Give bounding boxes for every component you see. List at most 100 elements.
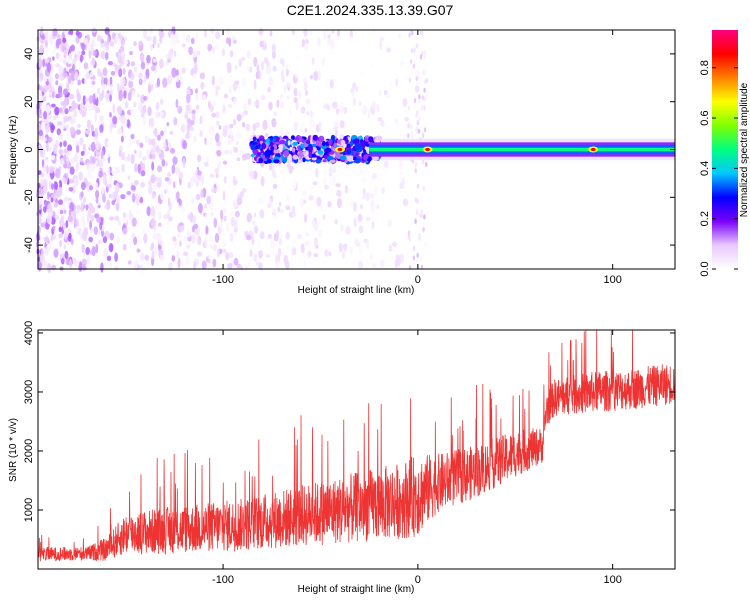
- noise-speck: [422, 226, 425, 232]
- noise-speck: [309, 110, 314, 119]
- noise-speck: [214, 168, 219, 174]
- noise-speck: [253, 56, 258, 67]
- noise-speck: [138, 72, 143, 79]
- noise-speck: [336, 189, 342, 197]
- noise-speck: [107, 36, 110, 45]
- noise-speck: [50, 124, 56, 131]
- noise-speck: [150, 65, 156, 72]
- noise-speck: [45, 173, 51, 183]
- noise-speck: [88, 95, 94, 104]
- noise-speck: [209, 137, 214, 147]
- noise-speck: [200, 174, 205, 185]
- noise-speck: [68, 209, 72, 216]
- noise-speck: [59, 239, 63, 247]
- noise-speck: [210, 252, 216, 258]
- noise-speck: [207, 258, 211, 264]
- noise-speck: [117, 105, 123, 116]
- noise-speck: [381, 187, 385, 195]
- noise-speck: [158, 240, 164, 246]
- noise-speck: [156, 77, 160, 88]
- noise-speck: [136, 185, 142, 194]
- noise-speck: [386, 47, 392, 53]
- noise-speck: [224, 149, 230, 155]
- noise-speck: [118, 67, 123, 78]
- noise-speck: [357, 213, 363, 223]
- carrier-blob: [287, 140, 291, 146]
- noise-speck: [268, 201, 273, 206]
- noise-speck: [232, 118, 237, 126]
- noise-speck: [102, 174, 107, 185]
- noise-speck: [136, 192, 141, 200]
- noise-speck: [241, 77, 247, 87]
- noise-speck: [189, 120, 195, 126]
- noise-speck: [38, 129, 44, 137]
- noise-speck: [223, 93, 229, 99]
- noise-speck: [116, 236, 121, 245]
- noise-speck: [404, 116, 410, 122]
- noise-speck: [116, 82, 120, 93]
- noise-speck: [211, 112, 217, 118]
- noise-speck: [195, 32, 199, 39]
- noise-speck: [212, 45, 216, 55]
- noise-speck: [376, 204, 380, 210]
- noise-speck: [199, 72, 205, 80]
- carrier-blob: [289, 146, 293, 152]
- noise-speck: [182, 30, 186, 40]
- noise-speck: [54, 73, 60, 80]
- noise-speck: [75, 129, 81, 135]
- noise-speck: [265, 253, 271, 258]
- noise-speck: [352, 82, 357, 90]
- noise-speck: [236, 113, 242, 122]
- noise-speck: [222, 160, 228, 165]
- snr-y-label: SNR (10 * v/v): [8, 418, 19, 482]
- noise-speck: [129, 238, 133, 249]
- noise-speck: [413, 47, 416, 53]
- noise-speck: [423, 105, 426, 111]
- carrier-blob: [308, 151, 313, 159]
- noise-speck: [152, 233, 158, 240]
- noise-speck: [197, 251, 203, 257]
- noise-speck: [423, 49, 427, 60]
- noise-speck: [62, 88, 68, 96]
- noise-speck: [130, 153, 135, 164]
- carrier-blob: [283, 158, 287, 163]
- noise-speck: [293, 179, 297, 189]
- noise-speck: [205, 156, 210, 163]
- noise-speck: [151, 250, 155, 260]
- noise-speck: [424, 241, 428, 250]
- noise-speck: [85, 204, 89, 211]
- noise-speck: [95, 106, 100, 114]
- noise-speck: [201, 260, 207, 270]
- noise-speck: [301, 246, 305, 254]
- colorbar-tick-label: 0.4: [699, 161, 711, 176]
- bright-spot: [337, 147, 343, 152]
- carrier-blob: [316, 159, 322, 164]
- noise-speck: [76, 92, 82, 103]
- noise-speck: [247, 98, 252, 106]
- noise-speck: [246, 212, 252, 223]
- noise-speck: [264, 132, 269, 138]
- noise-speck: [74, 72, 79, 81]
- noise-speck: [118, 92, 123, 102]
- noise-speck: [420, 105, 424, 111]
- noise-speck: [140, 112, 145, 118]
- noise-speck: [100, 262, 104, 273]
- noise-speck: [145, 68, 150, 79]
- noise-speck: [81, 258, 87, 266]
- carrier-blob: [312, 134, 319, 141]
- noise-speck: [401, 177, 405, 185]
- noise-speck: [412, 63, 416, 69]
- noise-speck: [182, 157, 186, 168]
- noise-speck: [311, 57, 315, 65]
- noise-speck: [193, 223, 199, 229]
- colorbar-tick-label: 0.2: [699, 211, 711, 226]
- noise-speck: [313, 186, 317, 194]
- noise-speck: [130, 185, 136, 191]
- noise-speck: [362, 105, 368, 116]
- noise-speck: [67, 58, 72, 65]
- noise-speck: [331, 164, 336, 173]
- noise-speck: [190, 126, 194, 132]
- noise-speck: [75, 30, 80, 36]
- noise-speck: [416, 183, 420, 189]
- noise-speck: [119, 45, 125, 53]
